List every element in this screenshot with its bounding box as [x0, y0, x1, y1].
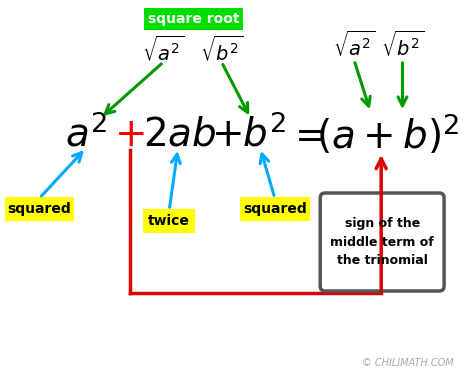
Text: $\sqrt{a^2}$: $\sqrt{a^2}$	[333, 30, 375, 60]
FancyBboxPatch shape	[5, 197, 74, 221]
FancyBboxPatch shape	[144, 8, 243, 30]
Text: $\sqrt{b^2}$: $\sqrt{b^2}$	[200, 35, 243, 65]
Text: © CHILIMATH.COM: © CHILIMATH.COM	[362, 358, 454, 368]
Text: $+$: $+$	[211, 116, 242, 154]
Text: $b^2$: $b^2$	[242, 115, 286, 155]
Text: $a^2$: $a^2$	[65, 115, 107, 155]
FancyBboxPatch shape	[143, 209, 195, 233]
Text: sign of the
middle term of
the trinomial: sign of the middle term of the trinomial	[330, 216, 434, 267]
Text: twice: twice	[148, 214, 190, 228]
FancyBboxPatch shape	[320, 193, 444, 291]
FancyBboxPatch shape	[240, 197, 310, 221]
Text: $\sqrt{a^2}$: $\sqrt{a^2}$	[142, 35, 185, 65]
Text: $\sqrt{b^2}$: $\sqrt{b^2}$	[381, 30, 424, 60]
Text: squared: squared	[8, 202, 72, 216]
Text: $2ab$: $2ab$	[143, 116, 217, 154]
Text: $=$: $=$	[287, 116, 325, 154]
Text: square root: square root	[148, 12, 239, 26]
Text: $(a+b)^2$: $(a+b)^2$	[316, 113, 460, 157]
Text: $+$: $+$	[114, 116, 145, 154]
Text: squared: squared	[243, 202, 307, 216]
